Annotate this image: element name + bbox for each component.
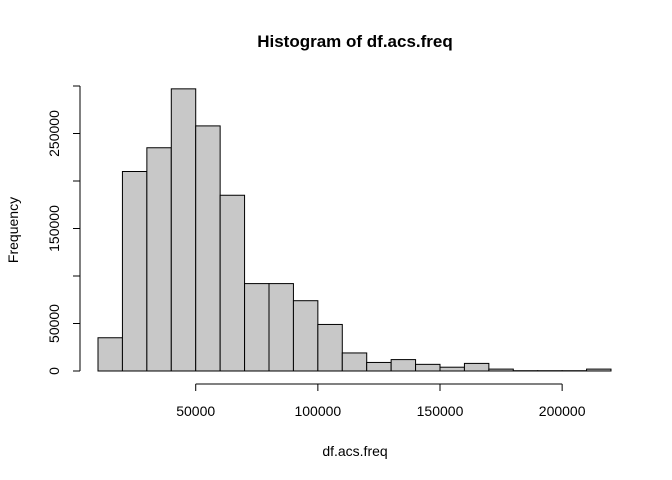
histogram-bar	[292, 300, 319, 372]
x-tick-label: 100000	[294, 403, 341, 419]
histogram-bar	[366, 361, 392, 372]
chart-title: Histogram of df.acs.freq	[257, 32, 453, 51]
histogram-bar	[586, 368, 612, 372]
histogram-bar	[244, 283, 270, 372]
histogram-bar	[463, 362, 490, 372]
histogram-bar	[146, 147, 172, 372]
histogram-bar	[488, 368, 514, 372]
histogram-bar	[415, 363, 441, 372]
histogram-bar	[268, 283, 294, 372]
y-axis: 0 50000 150000 250000	[46, 85, 81, 375]
histogram-bar	[317, 323, 343, 372]
x-axis: 50000 100000 150000 200000	[176, 383, 586, 419]
histogram-bar	[219, 194, 246, 372]
x-tick-label: 150000	[417, 403, 464, 419]
x-axis-label: df.acs.freq	[322, 443, 387, 459]
bars-group	[97, 88, 612, 372]
y-tick-label: 50000	[46, 304, 62, 343]
histogram-bar	[439, 366, 465, 372]
histogram-bar	[97, 337, 123, 372]
y-tick-label: 150000	[46, 205, 62, 252]
y-axis-label: Frequency	[5, 197, 21, 263]
histogram-bar	[341, 352, 368, 372]
y-tick-label: 250000	[46, 110, 62, 157]
histogram-bar	[121, 171, 148, 372]
histogram-bar	[170, 88, 197, 372]
histogram-bar	[195, 125, 221, 372]
y-tick-label: 0	[46, 367, 62, 375]
histogram-bar	[390, 359, 417, 372]
x-tick-label: 50000	[176, 403, 215, 419]
x-tick-label: 200000	[539, 403, 586, 419]
